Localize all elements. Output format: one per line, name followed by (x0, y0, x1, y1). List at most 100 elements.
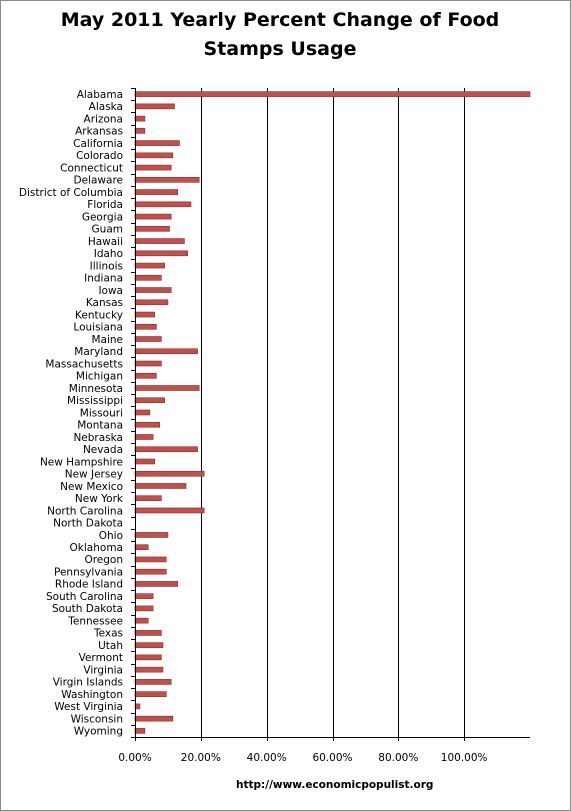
category-label: Wyoming (74, 726, 123, 738)
category-label: Alabama (77, 89, 123, 101)
category-label: Ohio (99, 530, 123, 542)
category-label: Georgia (82, 211, 123, 223)
category-label: Vermont (79, 652, 123, 664)
category-label: Tennessee (67, 615, 123, 627)
bar-south-dakota (134, 605, 154, 612)
category-label: Rhode Island (55, 579, 123, 591)
category-label: South Dakota (52, 603, 123, 615)
x-tick-label: 0.00% (118, 752, 151, 764)
bar-arizona (134, 115, 146, 122)
bar-iowa (134, 287, 172, 293)
category-label: Massachusetts (45, 358, 123, 370)
bar-missouri (134, 409, 151, 416)
bar-wyoming (134, 728, 146, 734)
category-label: Oregon (84, 554, 123, 566)
bar-rhode-island (134, 581, 179, 587)
category-label: North Carolina (47, 505, 123, 517)
category-label: South Carolina (46, 591, 123, 603)
category-label: Kansas (86, 297, 123, 309)
bar-indiana (134, 274, 162, 281)
bar-utah (134, 642, 164, 648)
bar-virginia (134, 666, 164, 673)
bar-maine (134, 336, 162, 342)
bar-colorado (134, 152, 174, 159)
bar-new-jersey (134, 470, 205, 477)
bar-idaho (134, 250, 188, 257)
bar-new-mexico (134, 483, 187, 489)
bar-north-carolina (134, 507, 205, 514)
x-tick-label: 100.00% (441, 752, 488, 764)
category-label: Louisiana (73, 322, 123, 334)
bar-washington (134, 691, 167, 697)
category-label: Indiana (84, 273, 123, 285)
bar-mississippi (134, 397, 165, 404)
bar-tennessee (134, 617, 149, 624)
category-label: District of Columbia (19, 187, 123, 199)
bar-nebraska (134, 434, 154, 440)
bar-michigan (134, 372, 157, 379)
bar-minnesota (134, 385, 200, 391)
bar-guam (134, 226, 170, 232)
category-label: Oklahoma (70, 542, 123, 554)
category-label: West Virginia (54, 701, 123, 713)
bar-district-of-columbia (134, 189, 179, 195)
bar-delaware (134, 177, 200, 183)
category-label: Texas (93, 628, 123, 640)
category-label: Virginia (83, 664, 123, 676)
bar-texas (134, 630, 162, 636)
category-label: Guam (92, 224, 123, 236)
category-label: Washington (61, 689, 123, 701)
bar-massachusetts (134, 360, 162, 367)
chart-title: May 2011 Yearly Percent Change of Food S… (60, 9, 500, 60)
bar-maryland (134, 348, 198, 355)
category-label: Utah (98, 640, 123, 652)
bar-new-york (134, 495, 162, 502)
bar-kansas (134, 299, 169, 306)
bar-alaska (134, 103, 175, 110)
category-label: Colorado (76, 150, 123, 162)
bar-new-hampshire (134, 458, 156, 465)
category-label: Delaware (74, 175, 123, 187)
category-label: Alaska (89, 101, 123, 113)
category-label: Nevada (83, 444, 123, 456)
bar-georgia (134, 213, 172, 220)
category-label: Arkansas (75, 126, 123, 138)
bar-florida (134, 201, 192, 208)
bar-nevada (134, 446, 198, 453)
category-label: Illinois (90, 260, 123, 272)
bar-pennsylvania (134, 568, 167, 575)
category-label: Maine (91, 334, 123, 346)
category-label: Maryland (74, 346, 123, 358)
category-label: Michigan (76, 371, 123, 383)
bar-arkansas (134, 128, 146, 134)
bar-ohio (134, 532, 169, 538)
bar-kentucky (134, 311, 156, 318)
category-label: Montana (77, 420, 123, 432)
bar-vermont (134, 654, 162, 661)
category-label: Idaho (94, 248, 123, 260)
category-label: Pennsylvania (54, 566, 123, 578)
category-label: New Hampshire (40, 456, 123, 468)
bar-hawaii (134, 238, 185, 244)
source-url: http://www.economicpopulist.org (236, 779, 434, 791)
x-tick-label: 80.00% (378, 752, 418, 764)
category-label: Mississippi (67, 395, 123, 407)
bar-oregon (134, 556, 167, 563)
category-label: Missouri (80, 407, 123, 419)
category-label: Florida (87, 199, 123, 211)
bar-montana (134, 421, 160, 428)
category-label: Connecticut (60, 162, 123, 174)
category-label: Minnesota (69, 383, 123, 395)
category-label: New Jersey (65, 469, 123, 481)
bar-illinois (134, 262, 165, 269)
category-label: North Dakota (53, 518, 123, 530)
category-label: Nebraska (73, 432, 123, 444)
category-label: Kentucky (75, 309, 123, 321)
bar-virgin-islands (134, 679, 172, 685)
category-label: California (73, 138, 123, 150)
x-tick-label: 40.00% (247, 752, 287, 764)
bar-louisiana (134, 323, 157, 330)
bar-alabama (134, 91, 531, 97)
